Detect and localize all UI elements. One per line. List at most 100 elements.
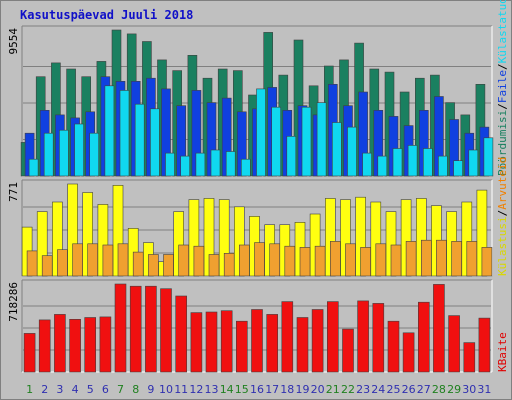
bar-arvuteid-day-23 xyxy=(360,247,371,277)
bar-kbaite-day-27 xyxy=(417,301,430,373)
x-tick-label-31: 31 xyxy=(477,383,491,396)
bar-arvuteid-day-3 xyxy=(57,249,68,277)
bar-kbaite-day-9 xyxy=(145,285,157,373)
bar-k-lastatud-lehti-day-24 xyxy=(377,155,388,177)
bar-k-lastatud-lehti-day-21 xyxy=(331,122,342,177)
bar-k-lastatud-lehti-day-8 xyxy=(134,103,145,177)
bar-k-lastatud-lehti-day-19 xyxy=(301,106,312,177)
bar-k-lastatud-lehti-day-18 xyxy=(286,136,297,177)
legend-entry: Külastatud lehti xyxy=(496,0,509,63)
bar-arvuteid-day-19 xyxy=(299,247,311,277)
bar-k-lastatud-lehti-day-29 xyxy=(453,160,463,177)
bar-arvuteid-day-29 xyxy=(451,241,462,277)
x-tick-label-29: 29 xyxy=(447,383,461,396)
bar-arvuteid-day-24 xyxy=(375,243,387,277)
y-max-label: 771 xyxy=(7,182,20,202)
bar-arvuteid-day-16 xyxy=(254,242,265,277)
x-tick-label-20: 20 xyxy=(311,383,325,396)
bar-arvuteid-day-7 xyxy=(117,243,129,277)
bar-arvuteid-day-14 xyxy=(223,253,235,277)
bar-k-lastatud-lehti-day-3 xyxy=(59,129,69,177)
bar-arvuteid-day-9 xyxy=(148,254,159,277)
panel-3: 718286 KBaite xyxy=(7,279,509,373)
x-tick-label-10: 10 xyxy=(159,383,173,396)
bar-kbaite-day-24 xyxy=(372,303,385,373)
bar-k-lastatud-lehti-day-28 xyxy=(438,155,448,177)
bar-k-lastatud-lehti-day-15 xyxy=(241,158,251,177)
bar-k-lastatud-lehti-day-1 xyxy=(28,158,39,177)
bar-arvuteid-day-10 xyxy=(163,254,174,277)
legend-entry: Külastusi xyxy=(496,216,509,276)
bar-kbaite-day-28 xyxy=(433,284,445,373)
bar-kbaite-day-8 xyxy=(129,285,142,373)
bar-k-lastatud-lehti-day-13 xyxy=(210,149,221,177)
bar-kbaite-day-22 xyxy=(342,328,354,373)
bar-k-lastatud-lehti-day-11 xyxy=(180,155,190,177)
x-tick-label-4: 4 xyxy=(72,383,79,396)
x-tick-label-13: 13 xyxy=(205,383,219,396)
bar-kbaite-day-26 xyxy=(402,332,415,373)
bar-arvuteid-day-27 xyxy=(420,239,432,277)
bar-kbaite-day-7 xyxy=(114,283,127,373)
bar-kbaite-day-1 xyxy=(23,333,36,373)
bar-arvuteid-day-1 xyxy=(26,250,38,277)
x-tick-label-27: 27 xyxy=(417,383,431,396)
bar-arvuteid-day-21 xyxy=(329,241,341,277)
x-tick-label-16: 16 xyxy=(250,383,264,396)
bar-kbaite-day-10 xyxy=(160,288,172,373)
bar-arvuteid-day-26 xyxy=(405,241,417,277)
bar-arvuteid-day-4 xyxy=(72,243,83,277)
bar-k-lastatud-lehti-day-7 xyxy=(119,90,130,177)
x-tick-label-12: 12 xyxy=(189,383,203,396)
bar-arvuteid-day-28 xyxy=(436,239,447,277)
bar-kbaite-day-5 xyxy=(84,317,96,373)
x-tick-label-26: 26 xyxy=(402,383,416,396)
x-tick-label-23: 23 xyxy=(356,383,370,396)
bar-kbaite-day-25 xyxy=(387,320,400,373)
x-tick-label-21: 21 xyxy=(326,383,340,396)
bar-kbaite-day-20 xyxy=(311,309,324,373)
bar-k-lastatud-lehti-day-31 xyxy=(483,137,494,177)
bar-k-lastatud-lehti-day-14 xyxy=(225,151,236,177)
x-tick-label-1: 1 xyxy=(26,383,33,396)
bar-k-lastatud-lehti-day-30 xyxy=(468,149,479,177)
bar-arvuteid-day-30 xyxy=(466,241,478,277)
bar-arvuteid-day-20 xyxy=(314,245,326,277)
x-tick-label-11: 11 xyxy=(174,383,188,396)
bar-arvuteid-day-6 xyxy=(102,244,114,277)
legend-entry: / xyxy=(496,210,509,217)
bar-arvuteid-day-13 xyxy=(208,254,220,277)
legend: Külastusi/Arvuteid xyxy=(496,157,509,276)
bar-k-lastatud-lehti-day-12 xyxy=(195,152,206,177)
panel-2: 771 Külastusi/Arvuteid xyxy=(7,157,509,277)
bar-k-lastatud-lehti-day-4 xyxy=(74,123,84,177)
bar-kbaite-day-17 xyxy=(266,314,279,373)
bar-arvuteid-day-22 xyxy=(345,243,356,277)
bar-k-lastatud-lehti-day-25 xyxy=(392,148,403,177)
bar-kbaite-day-12 xyxy=(190,312,203,373)
x-tick-label-17: 17 xyxy=(265,383,279,396)
bar-kbaite-day-19 xyxy=(296,317,309,373)
x-tick-label-6: 6 xyxy=(102,383,109,396)
x-tick-label-15: 15 xyxy=(235,383,249,396)
x-tick-label-8: 8 xyxy=(132,383,139,396)
bar-arvuteid-day-31 xyxy=(481,247,493,277)
bar-kbaite-day-2 xyxy=(38,319,51,373)
bar-arvuteid-day-12 xyxy=(193,245,205,277)
bar-k-lastatud-lehti-day-20 xyxy=(316,102,327,177)
bar-k-lastatud-lehti-day-9 xyxy=(150,108,160,177)
x-tick-label-25: 25 xyxy=(387,383,401,396)
bar-kbaite-day-3 xyxy=(54,314,66,373)
bar-kbaite-day-21 xyxy=(326,301,339,373)
bar-arvuteid-day-18 xyxy=(284,245,296,277)
bar-kbaite-day-29 xyxy=(448,315,460,373)
bar-kbaite-day-14 xyxy=(220,310,233,373)
x-tick-label-19: 19 xyxy=(296,383,310,396)
y-max-label: 9554 xyxy=(7,28,20,55)
bar-k-lastatud-lehti-day-22 xyxy=(347,126,357,177)
bar-kbaite-day-16 xyxy=(251,309,263,373)
bar-kbaite-day-31 xyxy=(478,317,491,373)
legend-entry: Arvuteid xyxy=(496,157,509,210)
